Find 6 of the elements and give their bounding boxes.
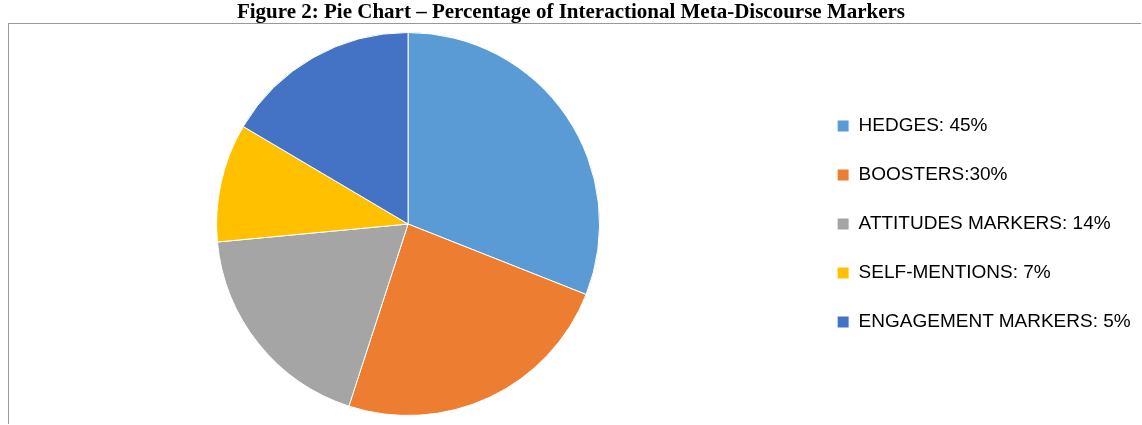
- chart-title: Figure 2: Pie Chart – Percentage of Interactional Meta-Discourse Markers: [235, 0, 907, 23]
- legend-label: HEDGES: 45%: [858, 114, 988, 136]
- legend-label: ATTITUDES MARKERS: 14%: [858, 212, 1111, 234]
- legend-label: SELF-MENTIONS: 7%: [858, 261, 1051, 283]
- legend-label: BOOSTERS:30%: [858, 163, 1008, 185]
- legend-label: ENGAGEMENT MARKERS: 5%: [858, 310, 1131, 332]
